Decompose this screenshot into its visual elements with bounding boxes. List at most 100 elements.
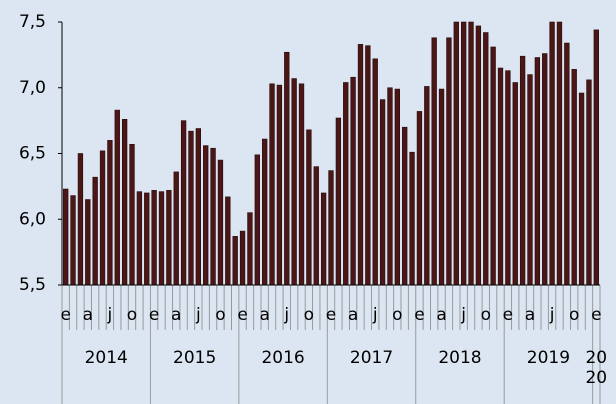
x-tick-label: j <box>283 305 289 325</box>
bar <box>593 29 599 286</box>
bar <box>328 170 334 286</box>
year-label: 2015 <box>173 348 217 368</box>
y-tick-label: 7,5 <box>19 12 46 32</box>
x-tick-label: e <box>237 305 247 325</box>
bar <box>291 78 297 286</box>
bar <box>497 67 504 286</box>
bar <box>225 196 231 286</box>
bar <box>519 55 526 286</box>
bar <box>114 109 120 286</box>
bar <box>357 44 364 286</box>
bar <box>63 188 69 286</box>
bar <box>232 236 238 286</box>
bar <box>173 171 179 286</box>
y-tick-label: 5,5 <box>19 275 46 295</box>
bar <box>527 74 533 286</box>
bar <box>571 69 577 286</box>
bar <box>379 99 386 286</box>
bar <box>578 92 585 286</box>
bar <box>394 88 400 286</box>
bar <box>335 117 342 286</box>
x-tick-label: o <box>215 305 225 325</box>
year-label: 2019 <box>526 348 571 368</box>
year-label: 2018 <box>438 348 482 368</box>
bar <box>365 45 371 286</box>
year-label: 2016 <box>261 348 305 368</box>
bar <box>431 37 437 286</box>
x-tick-label: a <box>348 305 358 325</box>
x-tick-label: o <box>569 305 579 325</box>
bar <box>453 21 459 286</box>
year-label: 2017 <box>349 348 394 368</box>
bar <box>217 159 224 286</box>
bar <box>387 87 393 286</box>
x-tick-label: a <box>259 305 269 325</box>
bar <box>556 21 563 286</box>
bar <box>92 176 98 286</box>
bar <box>70 195 76 286</box>
x-tick-label: a <box>436 305 446 325</box>
bar <box>203 145 209 286</box>
bar <box>254 154 260 286</box>
x-tick-label: o <box>481 305 491 325</box>
x-tick-label: j <box>549 305 555 325</box>
bar <box>542 53 548 286</box>
bar <box>284 51 290 286</box>
bar <box>468 21 474 286</box>
bar <box>136 191 143 286</box>
bar <box>158 191 165 286</box>
bar <box>586 79 592 286</box>
x-tick-label: a <box>171 305 181 325</box>
bar <box>262 138 268 286</box>
bar <box>276 84 283 286</box>
bar <box>77 153 84 286</box>
bar <box>144 192 150 286</box>
y-tick-label: 7,0 <box>19 78 46 98</box>
bar <box>195 128 202 286</box>
bar <box>166 190 172 286</box>
year-label: 2014 <box>84 348 128 368</box>
bar <box>446 37 452 286</box>
bar <box>416 111 423 286</box>
bar <box>129 143 135 286</box>
bar <box>85 199 91 286</box>
y-tick-label: 6,5 <box>19 144 46 164</box>
bar <box>409 151 415 286</box>
bar <box>343 82 349 286</box>
x-tick-label: j <box>195 305 201 325</box>
bar <box>151 190 157 286</box>
bar <box>564 42 570 286</box>
bar <box>372 58 378 286</box>
bar <box>460 21 467 286</box>
bar <box>269 83 275 286</box>
bar <box>306 129 312 286</box>
x-tick-label: e <box>326 305 336 325</box>
bar <box>534 57 541 286</box>
bar <box>210 147 216 286</box>
x-tick-label: e <box>60 305 70 325</box>
bar <box>549 21 555 286</box>
y-tick-label: 6,0 <box>19 209 46 229</box>
bar <box>490 46 496 286</box>
x-tick-label: o <box>392 305 402 325</box>
x-tick-label: o <box>304 305 314 325</box>
bar <box>505 70 511 286</box>
bar <box>121 119 128 286</box>
bar <box>188 130 194 286</box>
x-tick-label: e <box>591 305 601 325</box>
bar <box>424 86 430 286</box>
x-tick-label: a <box>525 305 535 325</box>
bar <box>180 120 187 286</box>
bar <box>99 150 106 286</box>
bar <box>483 32 489 286</box>
year-label: 2020 <box>585 348 608 388</box>
bar <box>313 166 319 286</box>
bar <box>402 126 408 286</box>
bar <box>350 76 356 286</box>
bar <box>239 230 246 286</box>
x-tick-label: j <box>372 305 378 325</box>
bar <box>298 83 305 286</box>
bar <box>247 212 253 286</box>
